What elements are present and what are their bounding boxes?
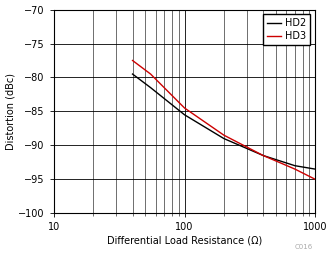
Y-axis label: Distortion (dBc): Distortion (dBc) [6, 73, 16, 150]
HD2 [293, 164, 297, 167]
Text: C016: C016 [294, 244, 313, 250]
HD2 [222, 137, 226, 140]
HD2 [261, 154, 265, 157]
X-axis label: Differential Load Resistance (Ω): Differential Load Resistance (Ω) [107, 235, 262, 245]
HD2 [313, 168, 317, 171]
HD3 [182, 106, 186, 109]
Line: HD3: HD3 [133, 60, 315, 179]
HD2 [131, 73, 135, 76]
Line: HD2: HD2 [133, 74, 315, 169]
Legend: HD2, HD3: HD2, HD3 [263, 14, 310, 45]
HD3 [131, 59, 135, 62]
HD2 [182, 113, 186, 116]
HD3 [222, 134, 226, 137]
HD2 [149, 86, 153, 89]
HD3 [149, 73, 153, 76]
HD3 [313, 178, 317, 181]
HD3 [293, 168, 297, 171]
HD3 [261, 154, 265, 157]
